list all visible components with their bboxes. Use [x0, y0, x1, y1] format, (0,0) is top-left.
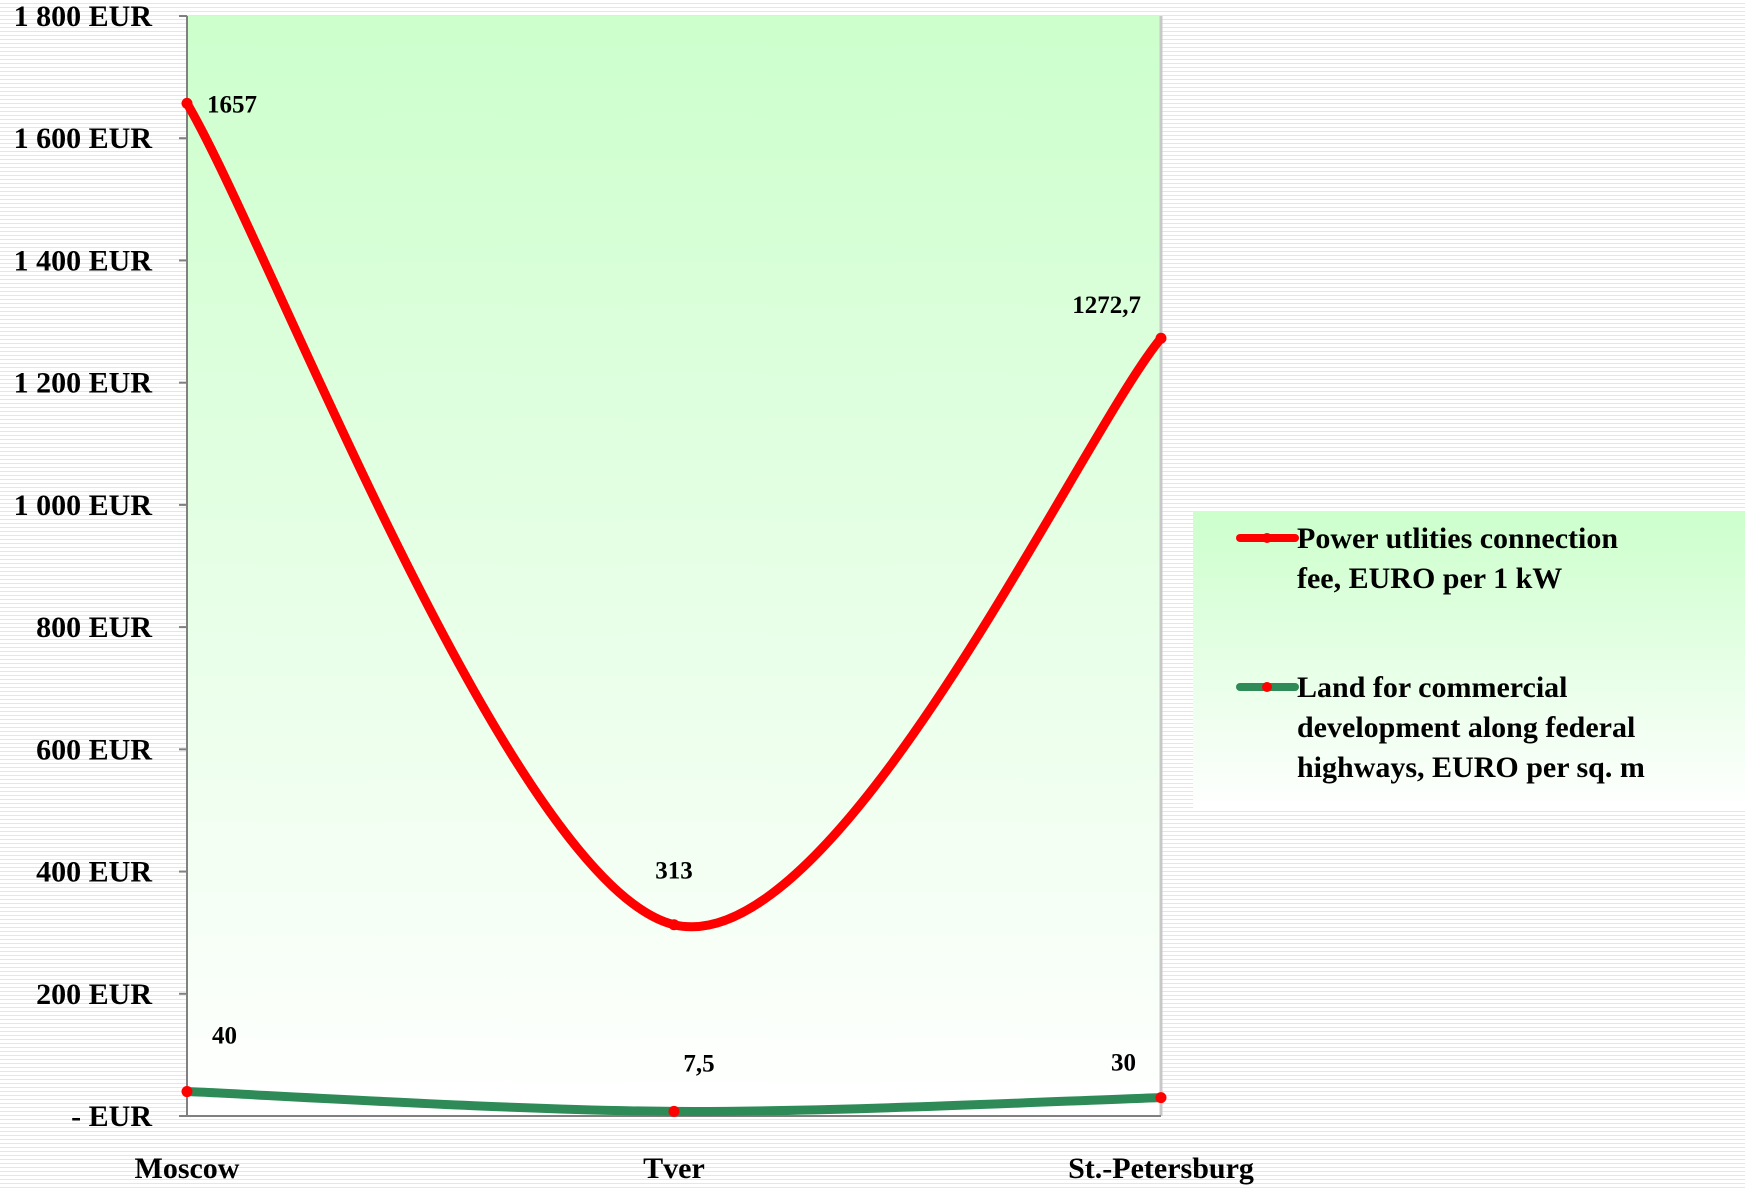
- data-label: 1657: [207, 91, 257, 118]
- x-axis: Moscow Tver St.-Petersburg: [135, 1115, 1254, 1185]
- legend-label-2: development along federal: [1297, 711, 1635, 744]
- data-label: 40: [212, 1023, 237, 1050]
- y-tick-label: 1 600 EUR: [14, 122, 153, 155]
- legend-box: [1193, 511, 1745, 811]
- series-layer: [181, 97, 1167, 1117]
- series-1-marker: [181, 97, 193, 109]
- y-tick-label: 400 EUR: [36, 856, 152, 889]
- x-category-label: Moscow: [135, 1152, 240, 1185]
- legend-marker-1: [1262, 533, 1272, 543]
- y-tick-label: 1 400 EUR: [14, 244, 153, 277]
- legend-label-1: fee, EURO per 1 kW: [1297, 562, 1562, 595]
- y-tick-label: 600 EUR: [36, 733, 152, 766]
- data-label: 7,5: [683, 1050, 714, 1077]
- legend: Power utlities connection fee, EURO per 1…: [1193, 511, 1745, 811]
- y-tick-label: 1 200 EUR: [14, 367, 153, 400]
- y-tick-label: 1 800 EUR: [14, 0, 153, 33]
- series-2-marker: [1155, 1092, 1167, 1104]
- y-tick-label: 800 EUR: [36, 611, 152, 644]
- data-label: 30: [1111, 1050, 1136, 1077]
- plot-area: [187, 16, 1161, 1116]
- data-label: 313: [655, 858, 693, 885]
- legend-label-1: Power utlities connection: [1297, 522, 1618, 555]
- x-category-label: Tver: [643, 1152, 705, 1185]
- series-2-marker: [181, 1086, 193, 1098]
- data-labels: 1657 313 1272,7 40 7,5 30: [207, 91, 1141, 1077]
- y-tick-label: 200 EUR: [36, 978, 152, 1011]
- y-tick-label: - EUR: [71, 1100, 152, 1133]
- legend-label-2: Land for commercial: [1297, 671, 1568, 704]
- series-1-marker: [1155, 332, 1167, 344]
- x-category-label: St.-Petersburg: [1068, 1152, 1254, 1185]
- data-label: 1272,7: [1072, 292, 1141, 319]
- legend-label-2: highways, EURO per sq. m: [1297, 751, 1645, 784]
- y-axis: - EUR 200 EUR 400 EUR 600 EUR 800 EUR 1 000 E…: [14, 0, 188, 1133]
- y-tick-label: 1 000 EUR: [14, 489, 153, 522]
- legend-marker-2: [1262, 682, 1272, 692]
- series-1-marker: [668, 919, 680, 931]
- series-2-marker: [668, 1105, 680, 1117]
